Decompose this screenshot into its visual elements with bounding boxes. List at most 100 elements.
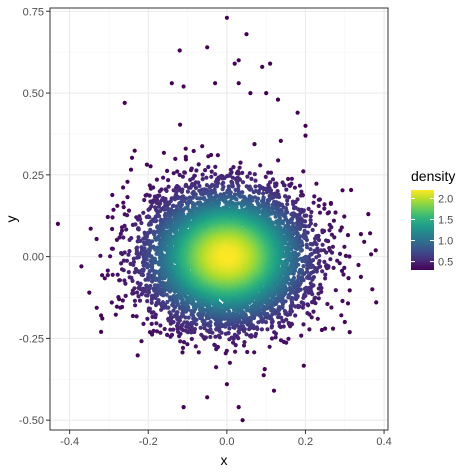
data-point — [266, 170, 271, 175]
data-point — [214, 365, 219, 370]
data-point — [168, 315, 173, 320]
data-point — [316, 291, 321, 296]
data-point — [319, 327, 324, 333]
data-point — [167, 310, 172, 315]
data-point — [286, 195, 292, 200]
data-point — [253, 178, 258, 183]
data-point — [152, 232, 157, 237]
data-point — [143, 249, 148, 254]
data-point — [197, 183, 202, 189]
data-point — [124, 227, 129, 232]
data-point — [224, 348, 229, 353]
data-point — [144, 257, 149, 262]
data-point — [339, 313, 344, 318]
data-point — [200, 192, 205, 197]
data-point — [99, 329, 104, 334]
data-point — [322, 206, 327, 211]
data-point — [139, 339, 144, 344]
data-point — [305, 245, 310, 250]
data-point — [366, 212, 371, 217]
data-point — [183, 328, 188, 333]
data-point — [171, 327, 176, 332]
data-point — [129, 155, 135, 160]
data-point — [209, 174, 214, 179]
data-point — [270, 312, 275, 317]
data-point — [188, 185, 193, 190]
data-point — [166, 201, 172, 206]
data-point — [177, 172, 182, 178]
data-point — [374, 300, 379, 305]
data-point — [224, 382, 229, 387]
data-point — [224, 195, 230, 200]
data-point — [261, 187, 266, 192]
data-point — [188, 177, 193, 182]
data-point — [319, 248, 324, 253]
data-point — [134, 314, 139, 319]
data-point — [183, 146, 188, 151]
data-point — [245, 349, 250, 355]
data-point — [305, 266, 310, 271]
data-point — [311, 200, 316, 205]
data-point — [127, 249, 132, 254]
data-point — [122, 250, 127, 255]
data-point — [157, 193, 162, 198]
data-point — [284, 187, 289, 192]
data-point — [342, 265, 347, 270]
data-point — [124, 258, 130, 263]
data-point — [141, 321, 146, 326]
data-point — [207, 185, 212, 190]
data-point — [289, 212, 294, 217]
data-point — [302, 213, 307, 218]
data-point — [154, 177, 159, 182]
data-point — [169, 81, 174, 86]
data-point — [136, 255, 141, 260]
data-point — [303, 123, 308, 128]
data-point — [314, 181, 319, 186]
data-point — [316, 197, 321, 202]
data-point — [185, 320, 190, 325]
data-point — [308, 247, 313, 252]
data-point — [179, 189, 184, 194]
data-point — [273, 335, 278, 340]
data-point — [160, 300, 165, 305]
data-point — [310, 227, 315, 233]
data-point — [251, 190, 256, 195]
data-point — [373, 248, 378, 253]
data-point — [131, 256, 136, 261]
data-point — [181, 405, 186, 410]
data-point — [358, 232, 363, 237]
data-point — [300, 275, 305, 280]
data-point — [231, 340, 236, 345]
data-point — [330, 244, 335, 249]
data-point — [131, 259, 136, 265]
data-point — [298, 193, 303, 198]
data-point — [157, 189, 162, 194]
data-point — [305, 302, 310, 307]
data-point — [121, 185, 126, 190]
data-point — [99, 313, 104, 318]
data-point — [249, 176, 254, 181]
data-point — [214, 184, 220, 189]
data-point — [121, 258, 126, 263]
data-point — [305, 269, 310, 274]
data-point — [200, 177, 205, 182]
data-point — [88, 226, 93, 231]
data-point — [274, 194, 279, 199]
data-point — [295, 110, 300, 115]
data-point — [269, 323, 275, 328]
data-point — [105, 273, 110, 278]
data-point — [180, 174, 185, 179]
data-point — [175, 310, 180, 315]
data-point — [196, 180, 201, 185]
data-point — [110, 246, 115, 251]
data-point — [301, 322, 306, 327]
data-point — [144, 234, 149, 239]
data-point — [233, 343, 238, 348]
data-point — [147, 206, 152, 211]
data-point — [116, 295, 121, 300]
data-point — [327, 245, 332, 251]
data-point — [259, 327, 264, 332]
data-point — [276, 312, 282, 317]
data-point — [238, 324, 243, 329]
